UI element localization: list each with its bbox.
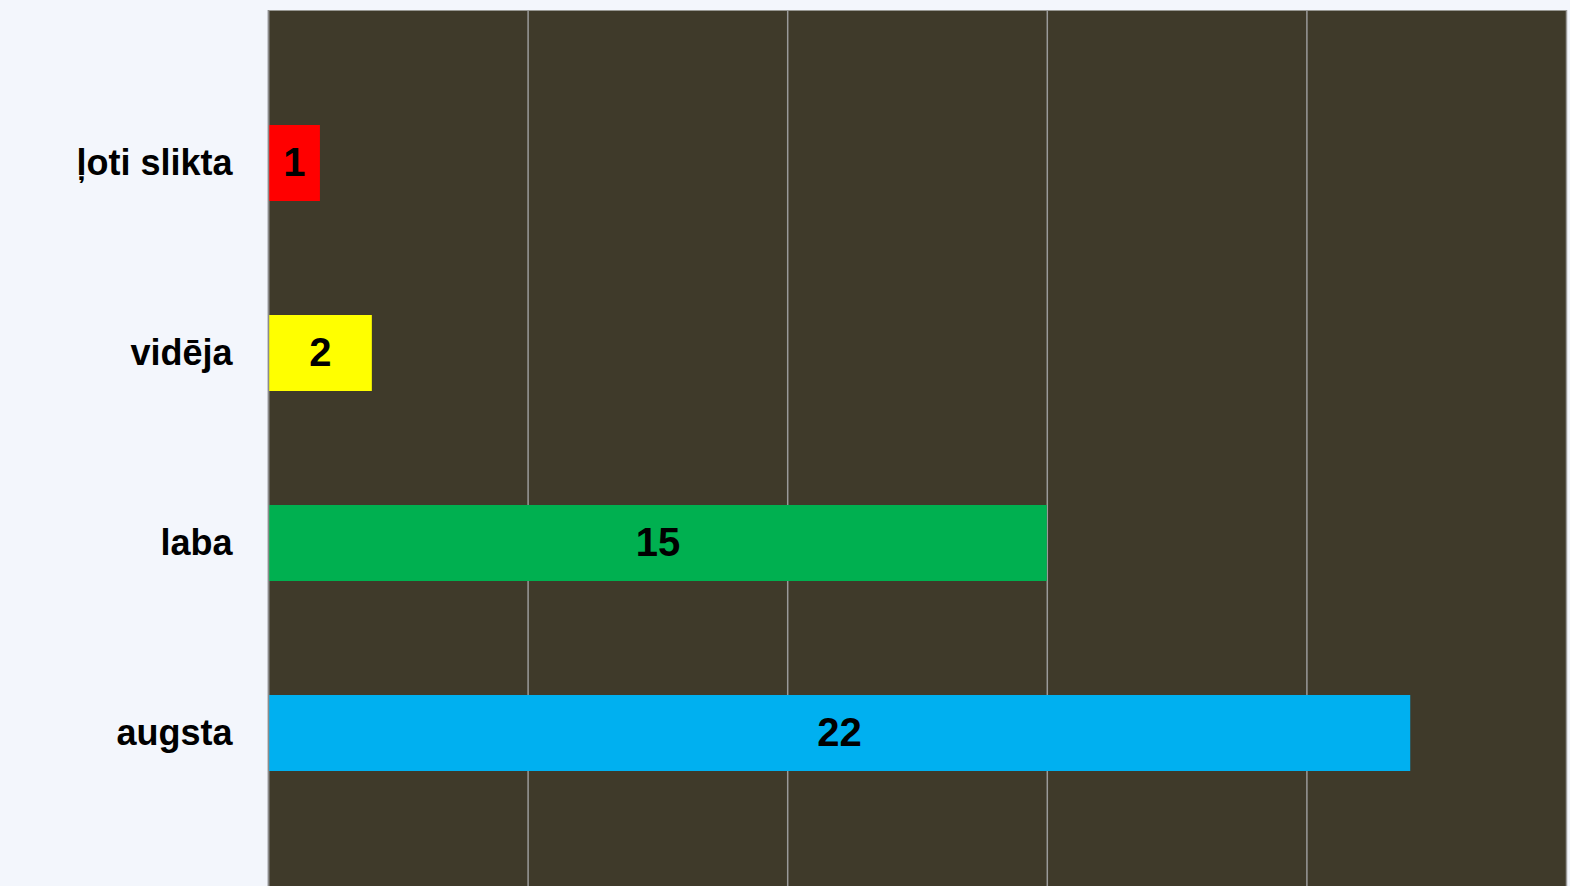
svg-text:1: 1 [283, 140, 305, 184]
svg-text:15: 15 [636, 520, 681, 564]
svg-text:vidēja: vidēja [130, 332, 233, 373]
svg-text:laba: laba [160, 522, 233, 563]
svg-text:22: 22 [817, 710, 862, 754]
svg-text:ļoti slikta: ļoti slikta [76, 142, 233, 183]
svg-text:2: 2 [309, 330, 331, 374]
svg-text:augsta: augsta [116, 712, 233, 753]
